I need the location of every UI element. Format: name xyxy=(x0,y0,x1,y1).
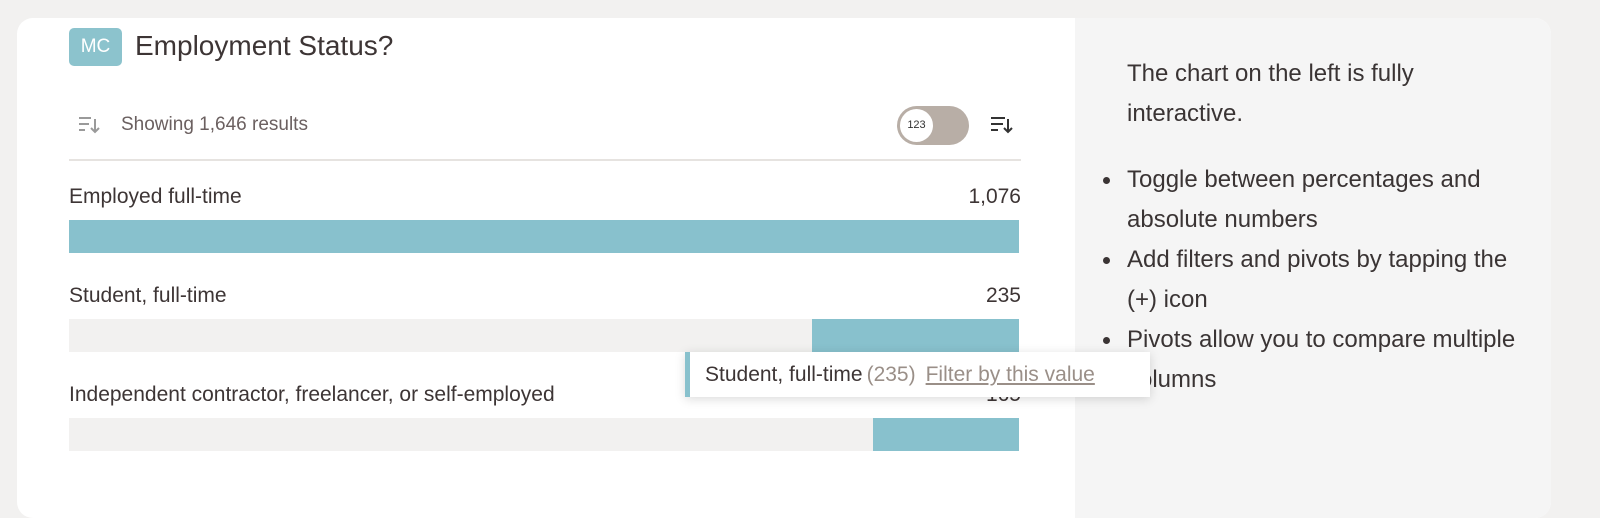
tooltip-count: (235) xyxy=(866,363,916,386)
separator xyxy=(69,159,1021,161)
sort-icon[interactable] xyxy=(991,115,1013,135)
bar-track xyxy=(69,418,1019,451)
bar xyxy=(811,319,1019,352)
page: MC Employment Status? Showing 1,646 resu… xyxy=(17,18,1551,518)
badge: MC xyxy=(69,28,122,66)
bullet-list: Toggle between percentages and absolute … xyxy=(1103,160,1517,400)
bar-track xyxy=(69,319,1019,352)
toggle[interactable]: 123 xyxy=(897,106,969,145)
sidebar-text: The chart on the left is fully interacti… xyxy=(1103,54,1517,400)
tooltip: Student, full-time (235) Filter by this va… xyxy=(685,352,1150,397)
bar-label: Employed full-time xyxy=(69,185,242,208)
sidebar-intro: The chart on the left is fully interacti… xyxy=(1127,60,1414,127)
value-label: 1,076 xyxy=(968,185,1021,208)
bar-label: Student, full-time xyxy=(69,284,227,307)
toggle-knob: 123 xyxy=(900,109,933,142)
filter-icon[interactable] xyxy=(79,115,101,135)
results-count: Showing 1,646 results xyxy=(121,114,308,135)
bar-label: Independent contractor, freelancer, or s… xyxy=(69,383,555,406)
filter-link[interactable]: Filter by this value xyxy=(925,363,1095,386)
card: MC Employment Status? Showing 1,646 resu… xyxy=(17,18,1551,518)
bar-track xyxy=(69,220,1019,253)
bar xyxy=(873,418,1019,451)
value-label: 235 xyxy=(985,284,1021,307)
bar xyxy=(69,220,1019,253)
sidebar: The chart on the left is fully interacti… xyxy=(1075,18,1551,518)
bullet-item: Add filters and pivots by tapping the (+… xyxy=(1103,240,1517,320)
bullet-item: Toggle between percentages and absolute … xyxy=(1103,160,1517,240)
tooltip-category: Student, full-time xyxy=(705,363,863,386)
bullet-item: Pivots allow you to compare multiple col… xyxy=(1103,320,1517,400)
question-title: Employment Status? xyxy=(135,30,394,61)
